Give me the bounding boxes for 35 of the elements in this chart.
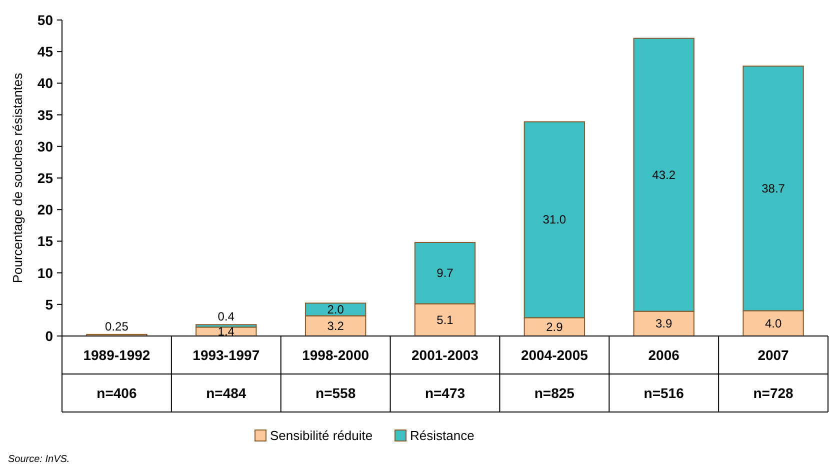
legend-label: Résistance	[410, 428, 474, 443]
category-label: 1998-2000 n=558	[302, 347, 370, 401]
y-tick-label: 40	[37, 75, 54, 92]
data-label: 3.9	[656, 316, 673, 331]
y-tick-label: 0	[45, 328, 54, 344]
y-tick-label: 10	[37, 264, 54, 281]
data-label: 38.7	[762, 181, 786, 196]
y-tick-label: 15	[37, 233, 54, 250]
data-label: 5.1	[436, 312, 454, 327]
source-note: Source: InVS.	[8, 454, 70, 465]
data-label: 9.7	[436, 266, 454, 280]
legend-label: Sensibilité réduite	[270, 428, 373, 443]
data-label: 1.4	[218, 324, 235, 339]
data-label: 0.25	[105, 319, 129, 334]
category-label: 2006 n=516	[644, 347, 684, 401]
y-tick-label: 50	[37, 12, 54, 28]
category-label: 2004-2005 n=825	[520, 347, 588, 401]
y-tick-label: 45	[37, 44, 54, 60]
y-tick-label: 35	[37, 106, 54, 123]
data-label: 2.9	[546, 320, 564, 334]
data-label: 0.4	[218, 310, 235, 324]
data-label: 4.0	[764, 316, 782, 330]
y-tick-label: 20	[37, 202, 54, 218]
y-tick-label: 5	[45, 296, 54, 312]
data-label: 2.0	[327, 302, 344, 316]
y-axis-title: Pourcentage de souches résistantes	[10, 72, 25, 284]
y-tick-label: 30	[37, 138, 54, 154]
data-label: 3.2	[327, 318, 344, 333]
category-label: 2007 n=728	[753, 347, 794, 401]
y-tick-label: 25	[37, 170, 54, 186]
data-label: 43.2	[652, 168, 676, 182]
data-label: 31.0	[542, 212, 566, 227]
category-label: 1993-1997 n=484	[192, 347, 260, 401]
category-label: 1989-1992 n=406	[83, 347, 150, 401]
category-label: 2001-2003 n=473	[412, 347, 478, 401]
